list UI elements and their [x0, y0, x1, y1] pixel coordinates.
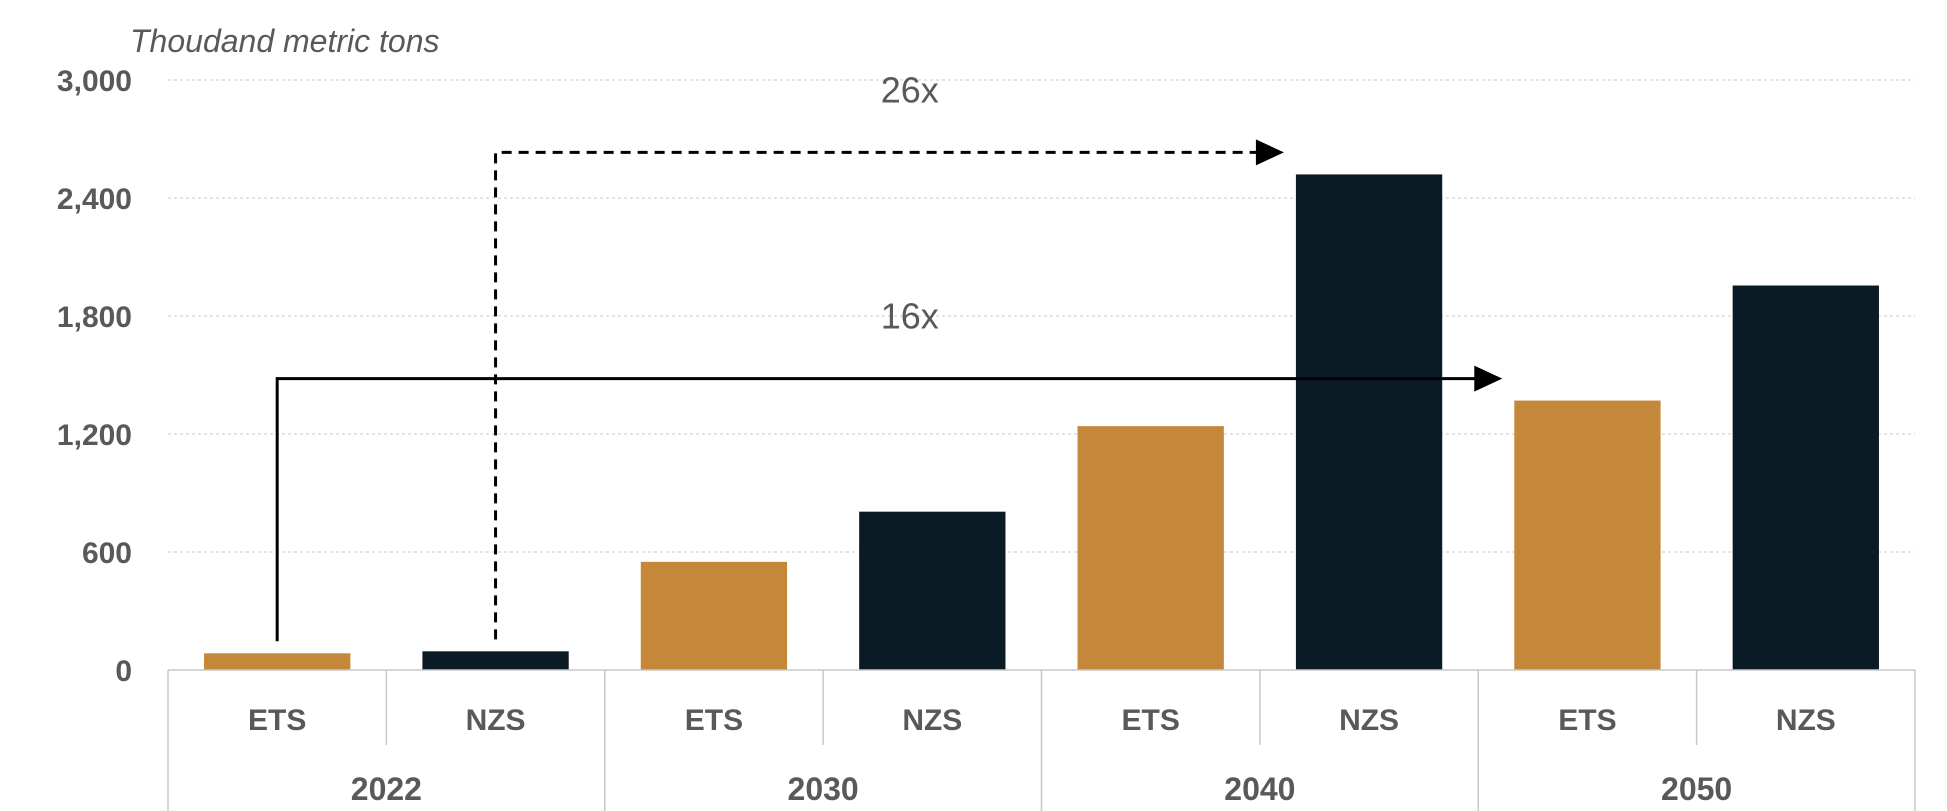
y-tick-label: 3,000	[57, 65, 132, 98]
x-category-label: NZS	[902, 704, 962, 737]
annotation-arrowhead	[1474, 365, 1503, 392]
x-category-label: NZS	[1776, 704, 1836, 737]
annotation-label: 26x	[881, 69, 939, 110]
annotation-arrowhead	[1255, 139, 1284, 166]
x-category-label: ETS	[1558, 704, 1616, 737]
bar-ets-2040	[1077, 426, 1224, 670]
y-tick-label: 0	[115, 655, 132, 688]
y-tick-label: 1,800	[57, 301, 132, 334]
x-category-label: ETS	[685, 704, 743, 737]
annotation-arrow-line	[494, 150, 1258, 640]
annotation-label: 16x	[881, 296, 939, 337]
bar-nzs-2040	[1295, 174, 1443, 670]
bar-ets-2022	[204, 653, 351, 670]
y-tick-label: 600	[82, 537, 132, 570]
x-category-label: NZS	[466, 704, 526, 737]
y-axis-unit-label: Thoudand metric tons	[130, 23, 440, 59]
x-group-label: 2050	[1661, 771, 1732, 807]
annotation-arrow-line	[275, 377, 1477, 642]
y-tick-label: 2,400	[57, 183, 132, 216]
x-category-label: NZS	[1339, 704, 1399, 737]
bar-ets-2050	[1514, 400, 1661, 670]
x-group-label: 2040	[1224, 771, 1295, 807]
bar-nzs-2022	[422, 651, 569, 670]
bar-nzs-2050	[1732, 285, 1879, 670]
bar-nzs-2030	[859, 511, 1006, 670]
y-tick-label: 1,200	[57, 419, 132, 452]
x-category-label: ETS	[248, 704, 306, 737]
x-group-label: 2022	[351, 771, 422, 807]
x-group-label: 2030	[788, 771, 859, 807]
x-category-label: ETS	[1122, 704, 1180, 737]
bar-ets-2030	[640, 561, 788, 670]
